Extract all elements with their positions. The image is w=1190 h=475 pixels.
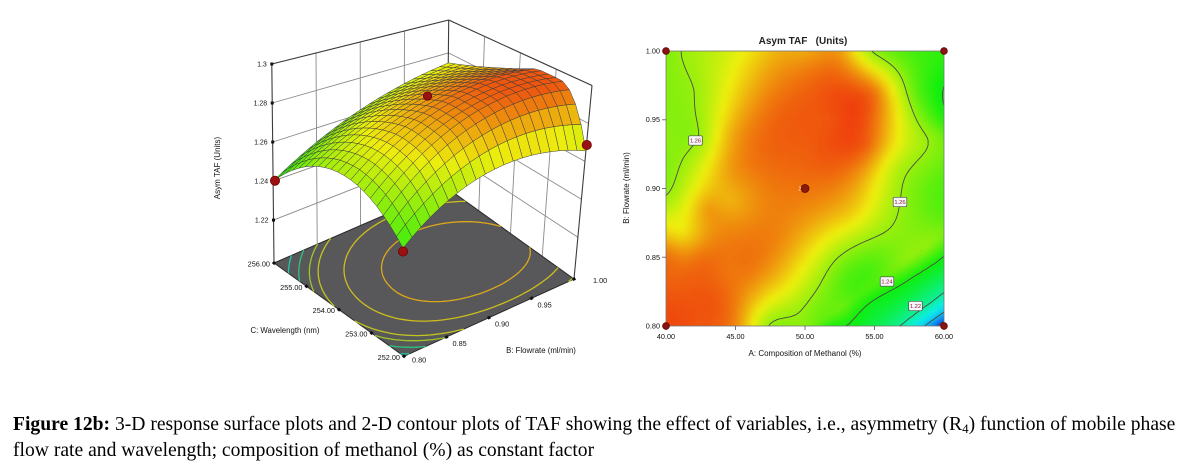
svg-text:1.24: 1.24 [254, 179, 268, 186]
svg-text:0.95: 0.95 [646, 115, 660, 124]
svg-text:45.00: 45.00 [726, 332, 744, 341]
svg-text:0.85: 0.85 [646, 253, 660, 262]
svg-text:1.26: 1.26 [690, 139, 701, 145]
svg-text:256.00: 256.00 [248, 260, 270, 269]
svg-text:0.80: 0.80 [646, 322, 660, 331]
svg-text:1.00: 1.00 [593, 276, 607, 285]
svg-text:55.00: 55.00 [865, 332, 883, 341]
svg-text:C: Wavelength (nm): C: Wavelength (nm) [250, 326, 319, 335]
svg-text:40.00: 40.00 [657, 332, 675, 341]
svg-text:60.00: 60.00 [935, 332, 953, 341]
svg-text:0.85: 0.85 [453, 339, 467, 348]
svg-text:0.90: 0.90 [646, 184, 660, 193]
svg-text:0.90: 0.90 [495, 320, 509, 329]
svg-text:1.00: 1.00 [646, 47, 660, 56]
svg-text:1.22: 1.22 [910, 304, 921, 310]
svg-text:1.3: 1.3 [257, 62, 267, 69]
svg-text:0.95: 0.95 [538, 300, 552, 309]
svg-text:1.26: 1.26 [254, 140, 268, 147]
svg-text:254.00: 254.00 [313, 306, 335, 315]
svg-text:252.00: 252.00 [378, 353, 400, 362]
svg-text:A: Composition of Methanol (%): A: Composition of Methanol (%) [749, 349, 862, 358]
svg-text:Asym TAF (Units): Asym TAF (Units) [759, 36, 848, 47]
svg-text:B: Flowrate (ml/min): B: Flowrate (ml/min) [506, 346, 576, 355]
svg-text:1.28: 1.28 [254, 101, 268, 108]
svg-text:B: Flowrate (ml/min): B: Flowrate (ml/min) [622, 152, 631, 224]
svg-text:0.80: 0.80 [412, 355, 426, 364]
svg-text:Asym TAF (Units): Asym TAF (Units) [213, 136, 222, 199]
svg-text:2: 2 [799, 187, 802, 193]
svg-text:255.00: 255.00 [280, 283, 302, 292]
svg-text:1.22: 1.22 [255, 218, 269, 225]
svg-text:1.24: 1.24 [881, 280, 893, 286]
svg-text:253.00: 253.00 [345, 330, 367, 339]
svg-text:50.00: 50.00 [796, 332, 814, 341]
svg-text:1.26: 1.26 [894, 200, 905, 206]
